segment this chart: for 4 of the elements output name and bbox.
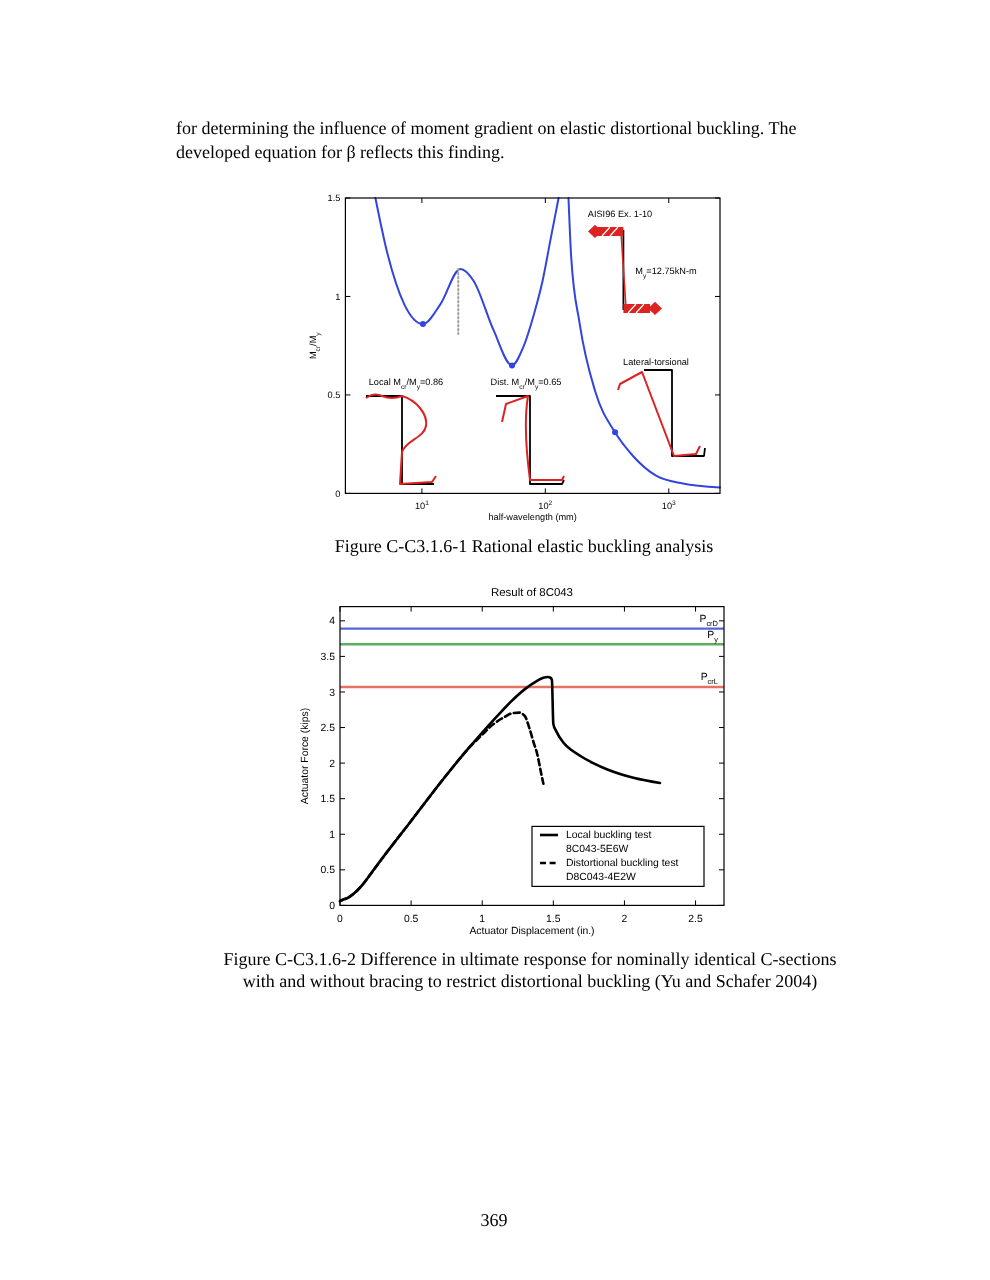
- text: 369: [480, 1210, 509, 1230]
- text: Figure C-C3.1.6-1 Rational elastic buckling analysis: [334, 536, 715, 556]
- text: for determining the influence of moment gradient on elastic distortional buckling. The developed equation for β reflects this finding.: [176, 118, 797, 162]
- text: Figure C-C3.1.6-2 Difference in ultimate response for nominally identical C-sections with and without bracing to restrict distortional buckling (Yu and Schafer 2004): [223, 949, 838, 991]
